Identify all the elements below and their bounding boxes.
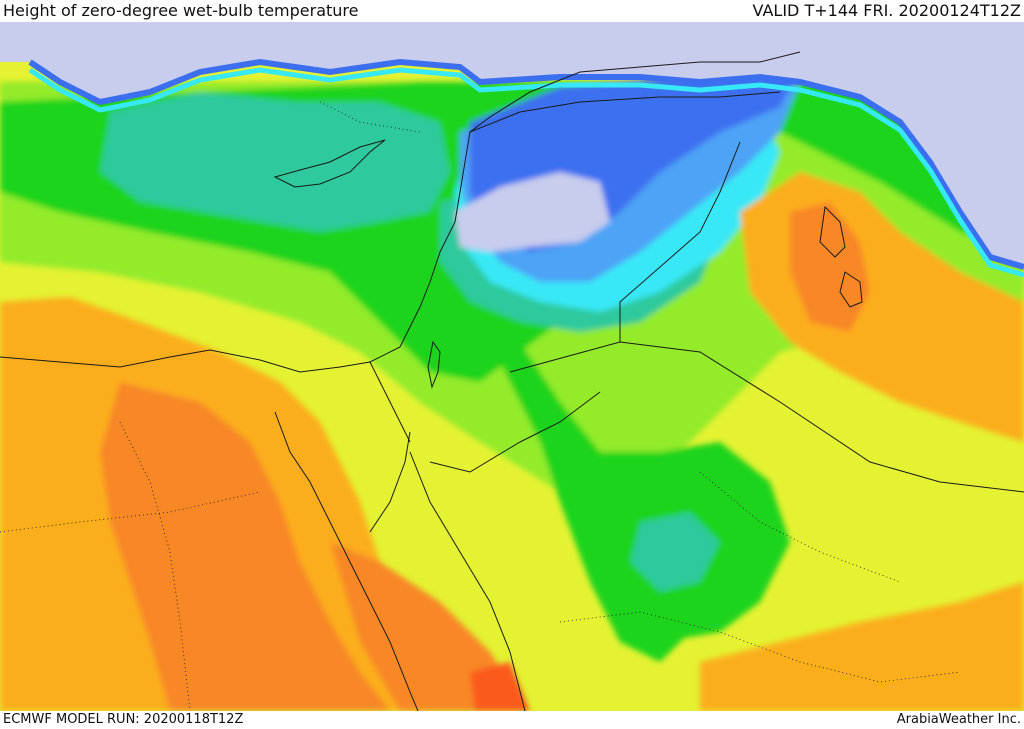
dead-sea-outline (427, 340, 441, 389)
field-very-low-syria (455, 172, 610, 252)
map-title: Height of zero-degree wet-bulb temperatu… (3, 1, 359, 20)
field-orange-south (700, 582, 1024, 711)
iraq-lake-outline (819, 205, 846, 258)
weather-map (0, 22, 1024, 711)
model-run: ECMWF MODEL RUN: 20200118T12Z (3, 712, 244, 727)
field-cyan-coast (28, 67, 1024, 278)
field-dark-orange-egypt (100, 382, 390, 711)
field-red-orange (470, 662, 530, 711)
footer-bar: ECMWF MODEL RUN: 20200118T12Z ArabiaWeat… (0, 711, 1024, 729)
field-dark-orange-redsea (330, 542, 530, 711)
borders (0, 51, 1024, 711)
header-bar: Height of zero-degree wet-bulb temperatu… (0, 0, 1024, 22)
field-teal-med (100, 92, 450, 232)
field-dark-orange-iraq (790, 202, 870, 332)
credit-text: ArabiaWeather Inc. (896, 712, 1021, 727)
field-teal-arabia (630, 512, 720, 592)
internal-boundaries (0, 101, 961, 711)
cyprus-outline (273, 139, 386, 188)
field-very-low-turkey (0, 22, 1024, 267)
valid-time: VALID T+144 FRI. 20200124T12Z (752, 1, 1021, 20)
iraq-lake-2-outline (839, 271, 863, 308)
map-canvas (0, 22, 1024, 711)
field-blue-coast (28, 58, 1024, 270)
